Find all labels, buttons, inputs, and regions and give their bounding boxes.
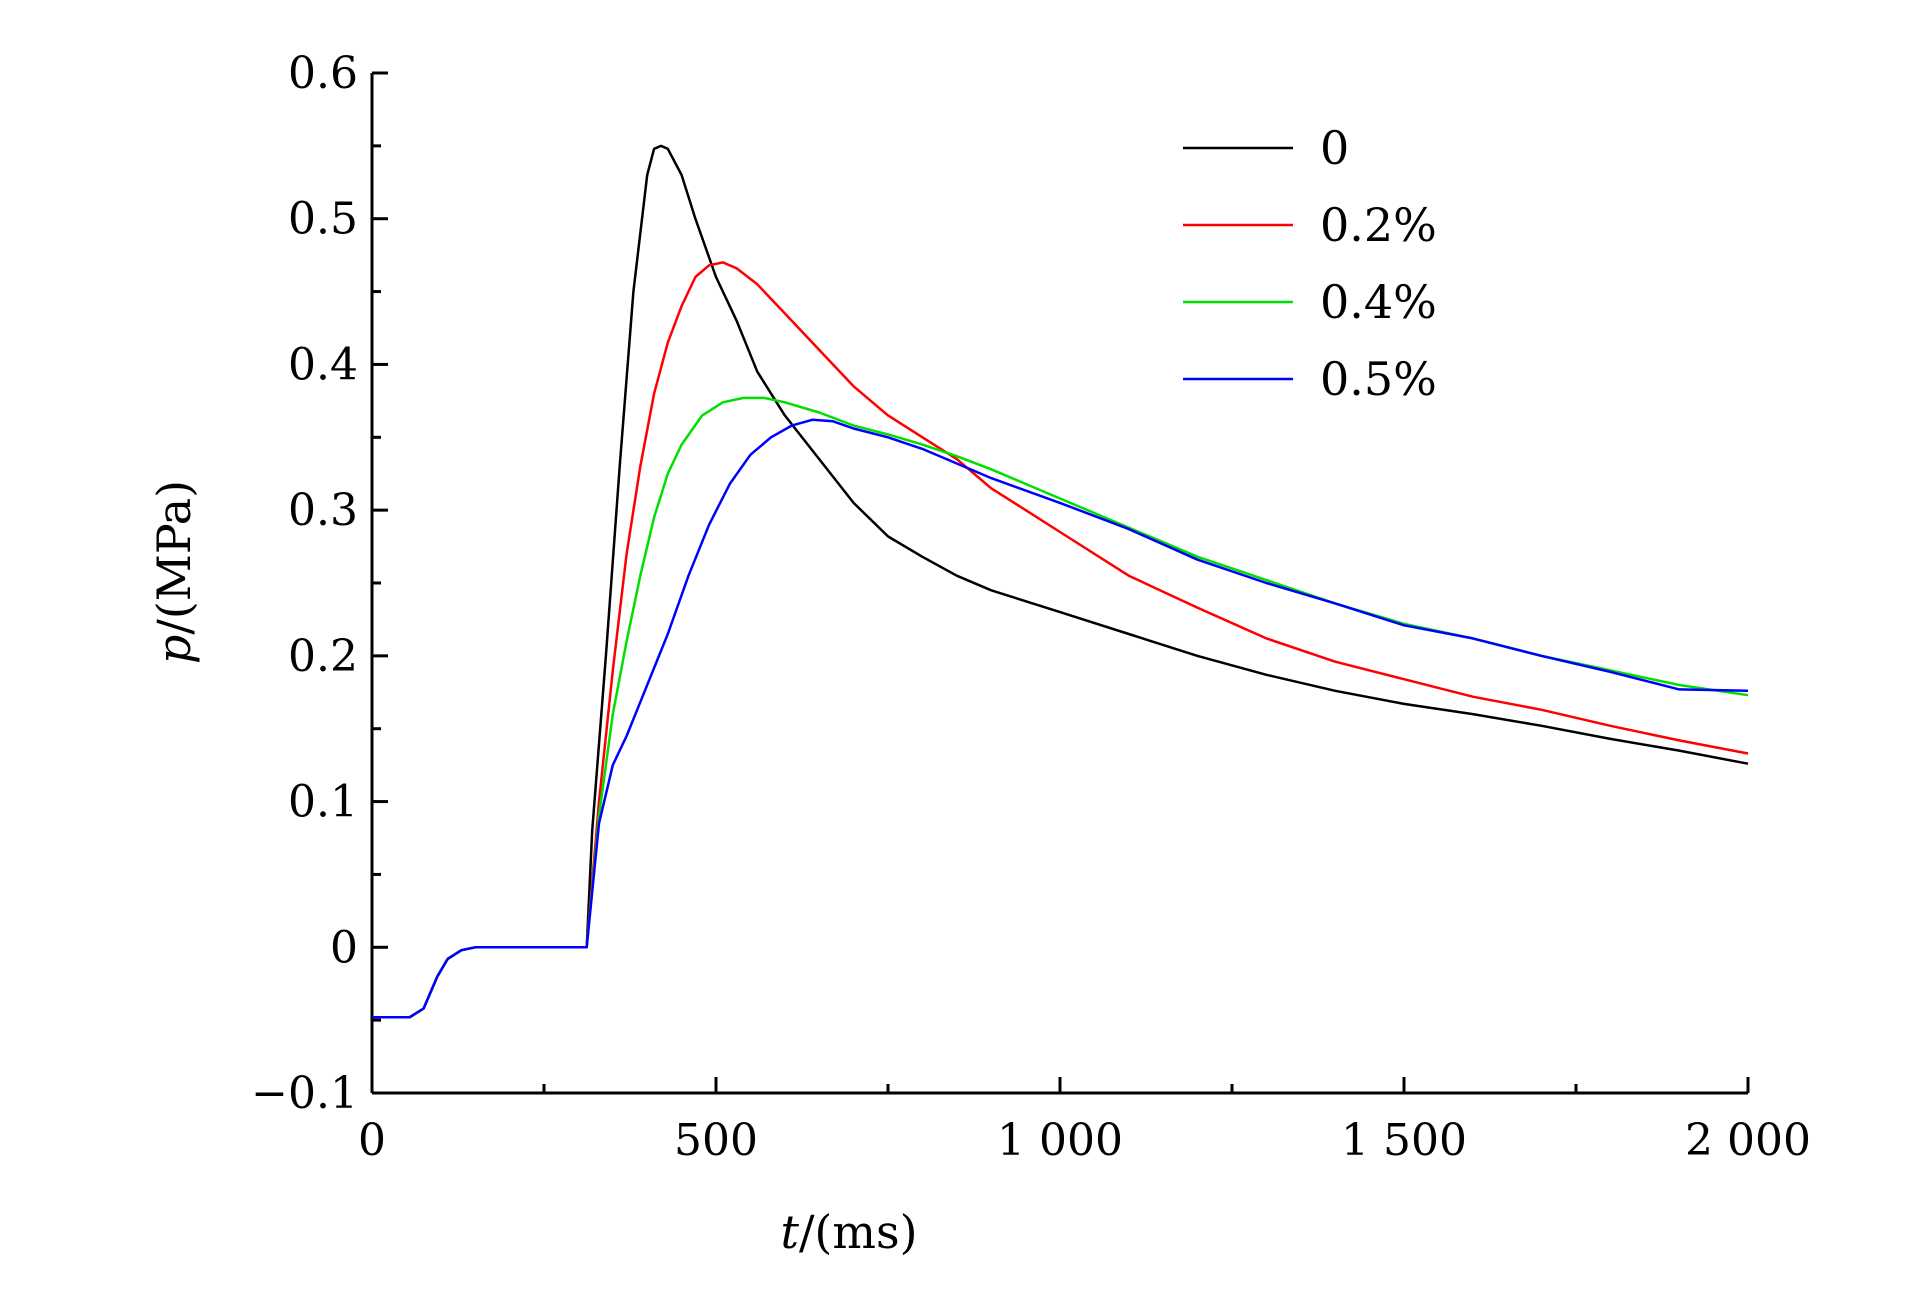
- y-tick-label: 0.2: [288, 631, 358, 682]
- series-line-2: [372, 396, 1749, 1019]
- plot-series: [372, 144, 1749, 1019]
- y-tick-label: 0.5: [288, 194, 358, 245]
- y-axis-title: p/(MPa): [147, 480, 201, 664]
- series-line-0: [372, 144, 1749, 1019]
- y-tick-label: 0.1: [288, 777, 358, 828]
- series-line-3: [372, 418, 1749, 1019]
- legend-label: 0.4%: [1320, 275, 1437, 329]
- y-tick-label: 0.6: [288, 48, 358, 99]
- legend-label: 0.2%: [1320, 198, 1437, 252]
- legend-label: 0.5%: [1320, 352, 1437, 406]
- x-tick-label: 1 000: [997, 1115, 1123, 1166]
- y-tick-label: 0: [330, 922, 358, 973]
- legend: 0 0.2% 0.4% 0.5%: [1183, 121, 1437, 406]
- x-tick-label: 500: [674, 1115, 758, 1166]
- y-tick-label: 0.3: [288, 485, 358, 536]
- legend-label: 0: [1320, 121, 1349, 175]
- x-tick-label: 0: [358, 1115, 386, 1166]
- x-axis-title: t/(ms): [780, 1205, 917, 1259]
- y-axis: −0.1 0 0.1 0.2 0.3 0.4 0.5 0.6: [251, 48, 388, 1119]
- series-line-1: [372, 261, 1749, 1019]
- x-tick-label: 2 000: [1685, 1115, 1811, 1166]
- y-tick-label: 0.4: [288, 339, 358, 390]
- x-axis: 0 500 1 000 1 500 2 000: [358, 1077, 1811, 1166]
- y-tick-label: −0.1: [251, 1068, 358, 1119]
- x-tick-label: 1 500: [1341, 1115, 1467, 1166]
